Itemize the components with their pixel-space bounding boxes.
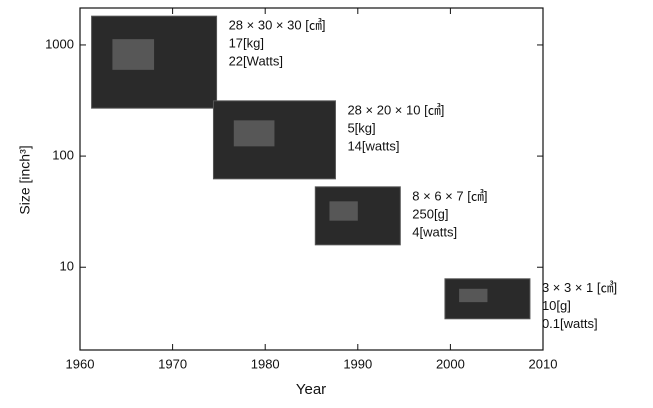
device-detail <box>112 39 154 70</box>
x-tick-label: 2010 <box>529 356 558 371</box>
device-annotation: 3 × 3 × 1 [㎤] <box>542 280 617 295</box>
y-tick-label: 10 <box>60 259 74 274</box>
device-detail <box>234 120 275 146</box>
device-annotation: 8 × 6 × 7 [㎤] <box>412 188 487 203</box>
y-axis-label: Size [inch³] <box>17 145 33 214</box>
x-tick-label: 2000 <box>436 356 465 371</box>
device-annotation: 4[watts] <box>412 224 457 239</box>
device-photo <box>213 101 335 179</box>
y-tick-label: 100 <box>52 148 74 163</box>
device-detail <box>459 289 487 302</box>
device-annotation: 0.1[watts] <box>542 316 598 331</box>
chart: Year Size [inch³] 1960 1970 1980 1990 2000 20… <box>0 0 653 403</box>
x-tick-label: 1980 <box>251 356 280 371</box>
device-annotation: 10[g] <box>542 298 571 313</box>
device-detail <box>329 201 357 220</box>
device-annotation: 5[kg] <box>347 120 375 135</box>
device-annotation: 14[watts] <box>347 138 399 153</box>
x-tick-label: 1970 <box>158 356 187 371</box>
device-annotation: 22[Watts] <box>229 54 283 69</box>
device-annotation: 17[kg] <box>229 36 264 51</box>
x-axis-label: Year <box>296 381 326 398</box>
device-annotation: 28 × 20 × 10 [㎤] <box>347 102 444 117</box>
x-tick-label: 1960 <box>66 356 95 371</box>
x-tick-label: 1990 <box>343 356 372 371</box>
device-annotation: 28 × 30 × 30 [㎤] <box>229 18 326 33</box>
y-tick-label: 1000 <box>45 36 74 51</box>
device-annotation: 250[g] <box>412 206 448 221</box>
